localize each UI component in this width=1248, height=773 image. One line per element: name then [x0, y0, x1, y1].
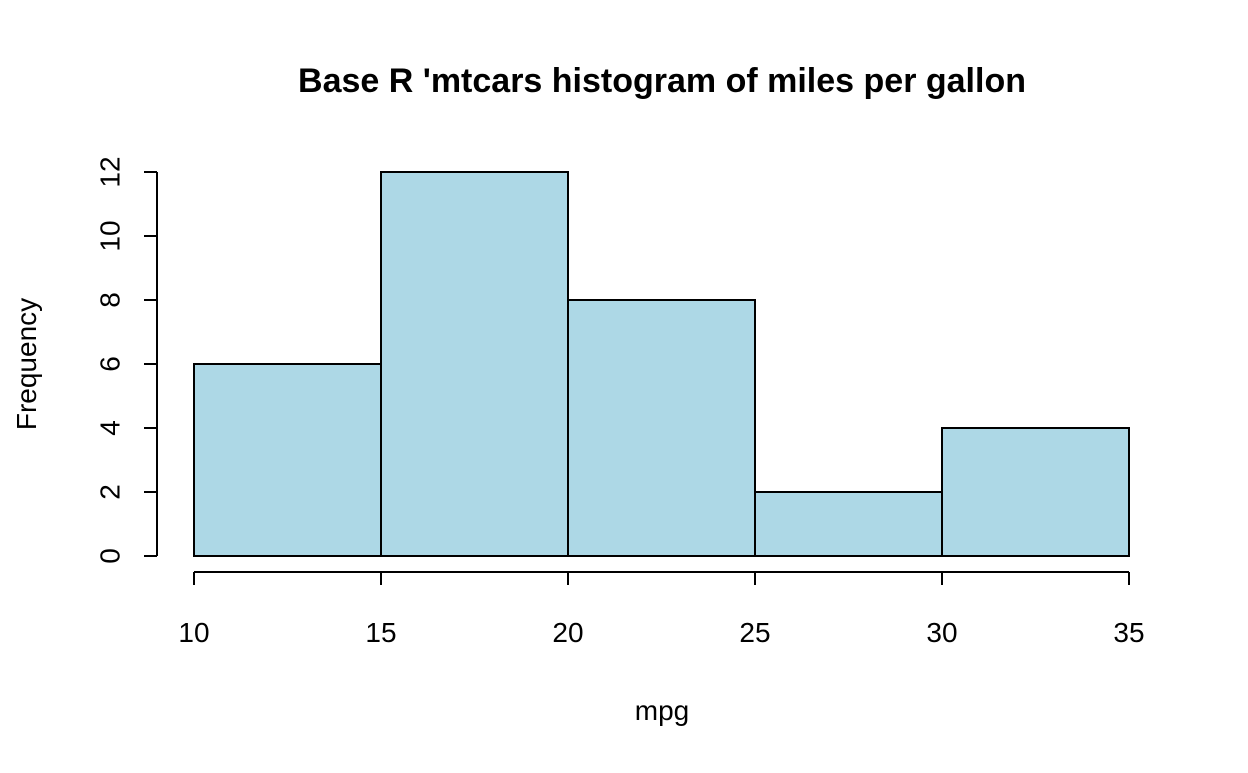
y-tick-label: 4 — [95, 420, 126, 436]
x-tick-label: 25 — [739, 617, 770, 648]
x-tick-label: 30 — [926, 617, 957, 648]
y-tick-label: 8 — [95, 292, 126, 308]
x-tick-label: 10 — [178, 617, 209, 648]
y-tick-label: 6 — [95, 356, 126, 372]
histogram-bar-25-30 — [754, 491, 943, 557]
x-tick-label: 35 — [1113, 617, 1144, 648]
y-axis: 0 2 4 6 8 10 12 — [95, 156, 158, 564]
x-tick-label: 15 — [365, 617, 396, 648]
histogram-bar-15-20 — [380, 171, 569, 557]
y-tick-label: 10 — [95, 220, 126, 251]
x-axis: 10 15 20 25 30 35 — [178, 571, 1145, 648]
x-tick-label: 20 — [552, 617, 583, 648]
y-tick-label: 2 — [95, 484, 126, 500]
y-tick-label: 0 — [95, 548, 126, 564]
chart-title: Base R 'mtcars histogram of miles per ga… — [298, 62, 1026, 100]
histogram-bar-10-15 — [193, 363, 382, 557]
y-tick-label: 12 — [95, 156, 126, 187]
bars-group — [193, 171, 1130, 557]
histogram-bar-20-25 — [567, 299, 756, 557]
histogram-bar-30-35 — [941, 427, 1130, 557]
x-axis-label: mpg — [635, 695, 689, 726]
y-axis-label: Frequency — [11, 298, 42, 430]
